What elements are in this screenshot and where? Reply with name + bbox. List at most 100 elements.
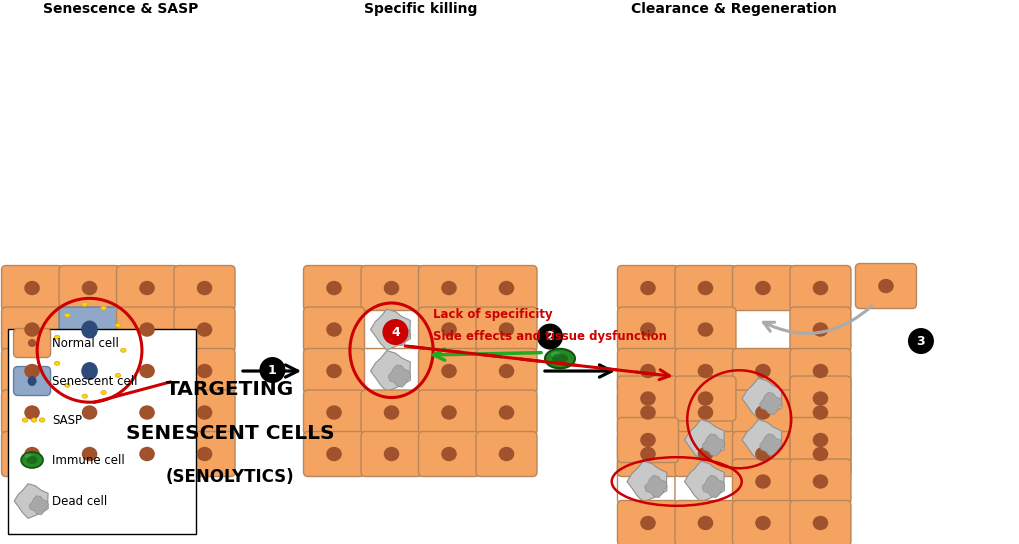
Ellipse shape xyxy=(64,313,70,317)
Text: SENESCENT CELLS: SENESCENT CELLS xyxy=(125,424,334,442)
Ellipse shape xyxy=(115,373,120,378)
Ellipse shape xyxy=(697,447,712,461)
Ellipse shape xyxy=(101,391,106,394)
FancyBboxPatch shape xyxy=(675,390,736,435)
FancyBboxPatch shape xyxy=(616,500,678,544)
Polygon shape xyxy=(701,434,725,456)
FancyBboxPatch shape xyxy=(789,265,850,311)
FancyBboxPatch shape xyxy=(174,431,234,477)
Text: 3: 3 xyxy=(916,335,924,348)
FancyBboxPatch shape xyxy=(789,500,850,544)
Ellipse shape xyxy=(498,364,514,378)
Ellipse shape xyxy=(812,391,827,406)
FancyBboxPatch shape xyxy=(675,459,736,504)
Ellipse shape xyxy=(54,335,60,339)
Ellipse shape xyxy=(640,516,655,530)
Polygon shape xyxy=(741,378,782,419)
Ellipse shape xyxy=(24,454,32,458)
FancyBboxPatch shape xyxy=(418,265,479,311)
Text: 1: 1 xyxy=(268,363,276,376)
Polygon shape xyxy=(370,309,410,350)
FancyBboxPatch shape xyxy=(675,417,736,462)
FancyBboxPatch shape xyxy=(361,349,422,393)
FancyBboxPatch shape xyxy=(616,417,678,462)
Ellipse shape xyxy=(326,323,341,337)
Ellipse shape xyxy=(812,474,827,489)
Text: Senescent cell: Senescent cell xyxy=(52,374,138,387)
FancyBboxPatch shape xyxy=(361,307,422,352)
Text: SASP: SASP xyxy=(52,413,82,426)
Ellipse shape xyxy=(82,394,88,398)
FancyBboxPatch shape xyxy=(2,265,62,311)
Ellipse shape xyxy=(326,405,341,420)
Text: TARGETING: TARGETING xyxy=(166,380,293,399)
Ellipse shape xyxy=(120,348,126,353)
Ellipse shape xyxy=(498,405,514,420)
FancyBboxPatch shape xyxy=(174,265,234,311)
Polygon shape xyxy=(684,461,723,502)
Ellipse shape xyxy=(697,405,712,420)
Ellipse shape xyxy=(28,339,37,347)
Ellipse shape xyxy=(640,447,655,461)
Ellipse shape xyxy=(550,351,560,357)
FancyBboxPatch shape xyxy=(616,265,678,311)
FancyBboxPatch shape xyxy=(855,263,915,308)
Ellipse shape xyxy=(197,405,212,420)
Ellipse shape xyxy=(498,447,514,461)
Text: 4: 4 xyxy=(390,325,399,338)
Ellipse shape xyxy=(812,405,827,420)
Ellipse shape xyxy=(907,328,933,354)
FancyBboxPatch shape xyxy=(59,349,120,393)
Ellipse shape xyxy=(640,323,655,337)
FancyBboxPatch shape xyxy=(174,349,234,393)
Ellipse shape xyxy=(536,324,562,350)
FancyBboxPatch shape xyxy=(361,390,422,435)
Ellipse shape xyxy=(754,405,770,420)
FancyBboxPatch shape xyxy=(116,431,177,477)
Ellipse shape xyxy=(640,405,655,420)
Text: Senescence & SASP: Senescence & SASP xyxy=(44,2,199,16)
FancyBboxPatch shape xyxy=(789,307,850,352)
Ellipse shape xyxy=(754,474,770,489)
Ellipse shape xyxy=(498,323,514,337)
Ellipse shape xyxy=(24,405,40,420)
FancyBboxPatch shape xyxy=(789,431,850,477)
Ellipse shape xyxy=(326,447,341,461)
Ellipse shape xyxy=(383,447,398,461)
FancyBboxPatch shape xyxy=(732,500,793,544)
Ellipse shape xyxy=(22,418,28,422)
FancyBboxPatch shape xyxy=(616,307,678,352)
Polygon shape xyxy=(30,496,49,515)
Ellipse shape xyxy=(197,281,212,295)
Ellipse shape xyxy=(498,281,514,295)
Ellipse shape xyxy=(640,433,655,447)
Ellipse shape xyxy=(82,362,98,380)
Text: 2: 2 xyxy=(545,330,553,343)
Ellipse shape xyxy=(197,447,212,461)
Ellipse shape xyxy=(441,281,457,295)
Polygon shape xyxy=(14,484,48,518)
FancyBboxPatch shape xyxy=(418,307,479,352)
Polygon shape xyxy=(370,350,410,392)
Ellipse shape xyxy=(382,319,408,345)
FancyBboxPatch shape xyxy=(732,431,793,477)
Ellipse shape xyxy=(812,433,827,447)
FancyBboxPatch shape xyxy=(174,307,234,352)
Polygon shape xyxy=(388,323,411,346)
Ellipse shape xyxy=(197,323,212,337)
FancyBboxPatch shape xyxy=(8,329,196,534)
FancyBboxPatch shape xyxy=(116,307,177,352)
Polygon shape xyxy=(627,461,666,502)
FancyBboxPatch shape xyxy=(476,349,536,393)
FancyBboxPatch shape xyxy=(59,265,120,311)
FancyBboxPatch shape xyxy=(476,307,536,352)
FancyBboxPatch shape xyxy=(616,459,678,504)
Ellipse shape xyxy=(812,364,827,378)
Ellipse shape xyxy=(82,405,97,420)
Ellipse shape xyxy=(812,447,827,461)
Ellipse shape xyxy=(26,456,38,464)
FancyBboxPatch shape xyxy=(732,459,793,504)
Ellipse shape xyxy=(21,452,43,468)
FancyBboxPatch shape xyxy=(675,265,736,311)
Ellipse shape xyxy=(115,323,120,327)
